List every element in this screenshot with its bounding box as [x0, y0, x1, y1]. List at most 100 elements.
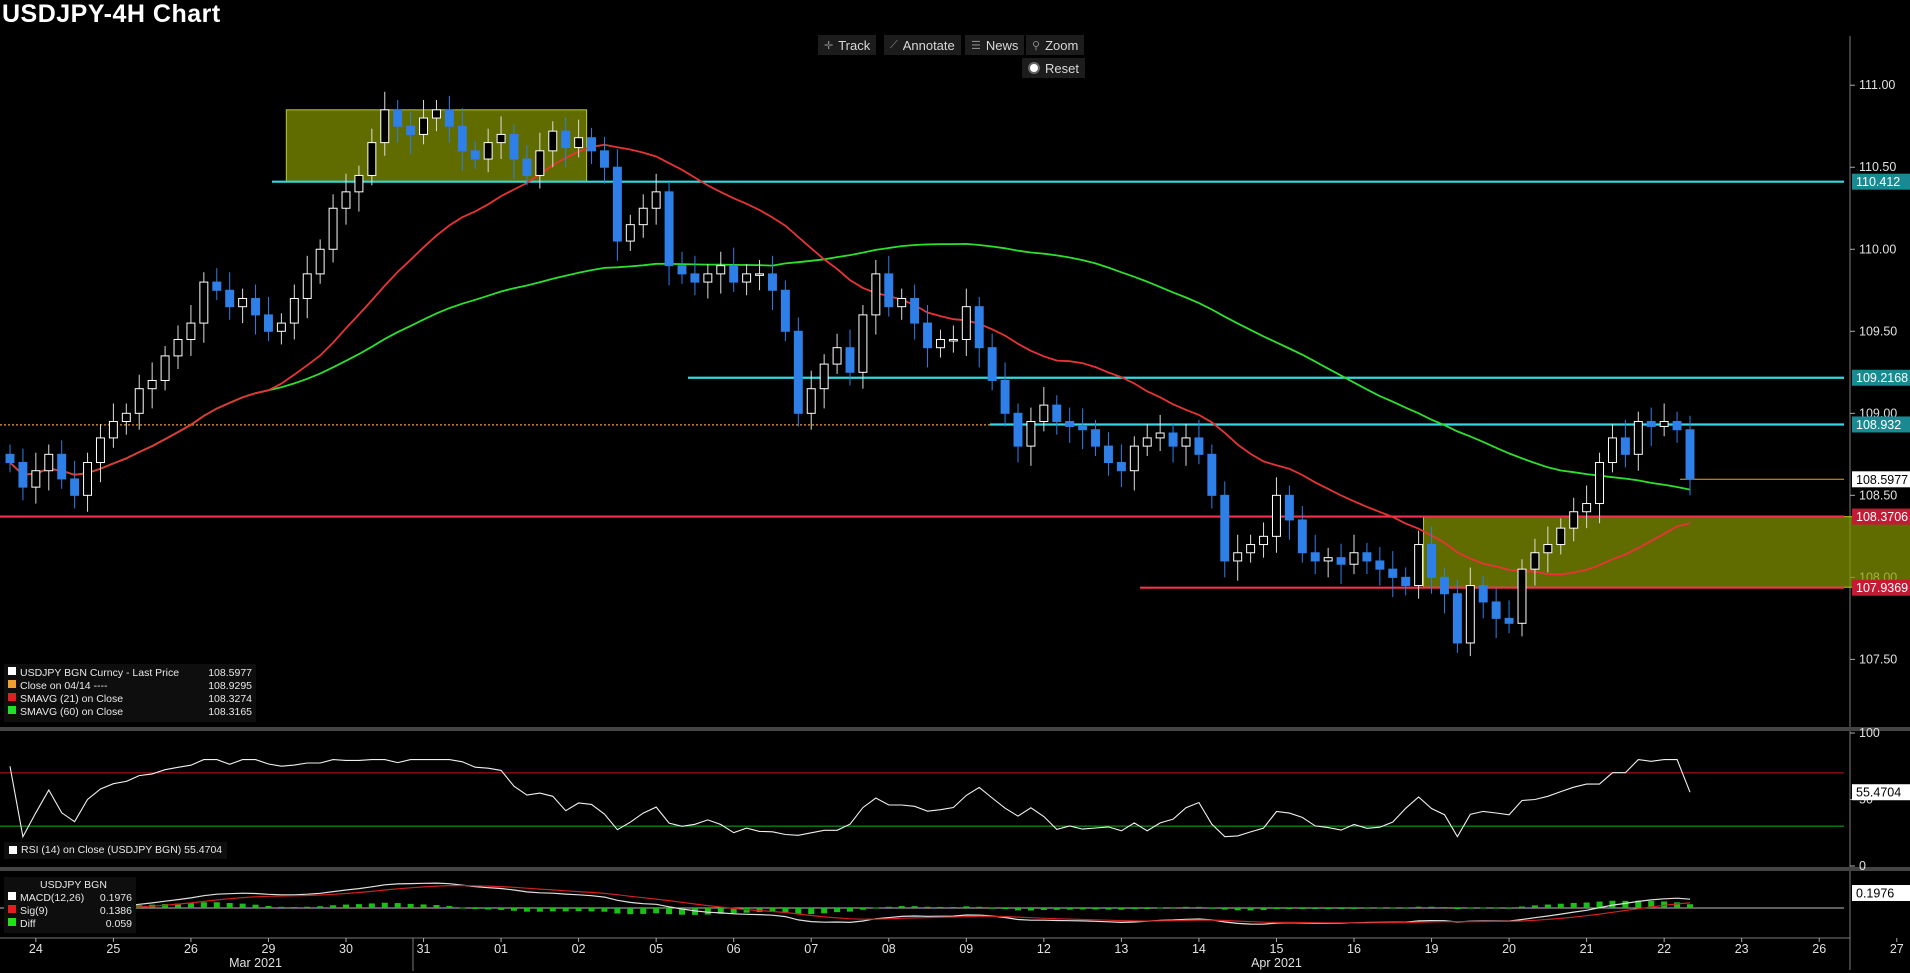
candle	[1595, 452, 1605, 524]
candle-body	[1091, 429, 1101, 447]
candle	[302, 255, 312, 319]
candle	[974, 296, 984, 368]
macd-diff-bar	[1493, 907, 1500, 909]
candle	[328, 194, 338, 263]
sma21-line	[9, 143, 1691, 576]
macd-diff-bar	[1079, 908, 1086, 910]
macd-diff-bar	[627, 908, 634, 915]
macd-diff-bar	[278, 906, 285, 908]
level-label: 107.9369	[1856, 581, 1908, 595]
level-label-box	[1852, 471, 1910, 488]
candle-body	[935, 338, 945, 349]
rsi-value-box	[1852, 784, 1910, 801]
time-tick-label: 21	[1580, 942, 1594, 956]
time-tick-label: 12	[1037, 942, 1051, 956]
candle	[1013, 403, 1023, 463]
candle-body	[1646, 421, 1656, 427]
candle	[1685, 415, 1695, 496]
macd-diff-bar	[1557, 903, 1564, 908]
macd-diff-bar	[562, 908, 569, 912]
price-tick-label: 107.50	[1859, 652, 1897, 666]
macd-legend: USDJPY BGN MACD(12,26) 0.1976 Sig(9) 0.138…	[4, 877, 136, 933]
candle-body	[1323, 557, 1333, 562]
macd-diff-bar	[1415, 906, 1422, 908]
macd-diff-bar	[911, 906, 918, 908]
candle-body	[70, 478, 80, 496]
legend-swatch	[8, 892, 16, 900]
candle	[780, 280, 790, 342]
candle	[251, 284, 261, 335]
candle	[147, 362, 157, 409]
candle	[367, 128, 377, 186]
level-label: 108.5977	[1856, 473, 1908, 487]
legend-row-signal: Sig(9) 0.1386	[8, 905, 132, 918]
macd-diff-bar	[1674, 902, 1681, 908]
candle	[380, 91, 390, 156]
news-button[interactable]: ☰ News	[965, 35, 1025, 55]
macd-diff-bar	[317, 906, 324, 908]
macd-diff-bar	[898, 906, 905, 908]
level-label: 108.932	[1856, 418, 1901, 432]
news-icon: ☰	[971, 39, 981, 52]
candle-body	[147, 380, 157, 390]
candle-body	[806, 388, 816, 414]
candle	[18, 448, 28, 501]
macd-diff-bar	[1363, 907, 1370, 909]
candle	[1168, 423, 1178, 463]
candle-body	[1607, 437, 1617, 464]
macd-diff-bar	[1053, 908, 1060, 910]
candle-body	[1414, 544, 1424, 587]
macd-diff-bar	[859, 908, 866, 910]
macd-diff-bar	[847, 908, 853, 912]
candle-body	[341, 191, 351, 209]
macd-diff-bar	[446, 906, 453, 908]
macd-value-box	[1852, 885, 1910, 901]
time-tick-label: 31	[417, 942, 431, 956]
price-tick-label: 109.50	[1859, 324, 1897, 338]
macd-legend-header: USDJPY BGN	[40, 879, 107, 891]
candle	[1620, 419, 1630, 468]
candle	[767, 255, 777, 310]
candle-body	[419, 117, 429, 135]
candle	[574, 119, 584, 158]
candle	[522, 145, 532, 186]
candle-body	[328, 207, 338, 250]
time-tick-label: 25	[106, 942, 120, 956]
candle	[1233, 534, 1243, 581]
zoom-button[interactable]: ⚲ Zoom	[1026, 35, 1085, 55]
price-legend: USDJPY BGN Curncy - Last Price 108.5977 C…	[4, 664, 256, 722]
macd-diff-bar	[1118, 908, 1125, 910]
candle	[70, 460, 80, 509]
reset-button[interactable]: Reset	[1022, 58, 1085, 78]
candle	[1246, 534, 1256, 563]
candle-body	[793, 330, 803, 414]
candle	[1530, 538, 1540, 586]
candle	[871, 259, 881, 335]
rsi-tick-label: 0	[1859, 859, 1866, 873]
macd-diff-bar	[885, 906, 892, 908]
macd-diff-bar	[1402, 907, 1409, 909]
candle	[315, 239, 325, 284]
candle-body	[302, 273, 312, 299]
candle	[483, 128, 493, 173]
candle	[1310, 534, 1320, 575]
candle-body	[173, 338, 183, 357]
candle-body	[599, 150, 609, 168]
candle-body	[212, 281, 222, 291]
month-label: Apr 2021	[1251, 956, 1302, 970]
legend-row-diff: Diff 0.059	[8, 918, 132, 931]
candle	[1439, 567, 1449, 614]
candle-body	[83, 462, 93, 496]
candle-body	[354, 174, 364, 193]
macd-diff-bar	[795, 908, 802, 914]
macd-diff-bar	[666, 908, 673, 915]
macd-diff-bar	[187, 903, 194, 908]
macd-diff-bar	[420, 904, 427, 908]
track-button[interactable]: ✛ Track	[818, 35, 877, 55]
annotate-button[interactable]: ⟋ Annotate	[884, 35, 961, 55]
candle-body	[1633, 421, 1643, 455]
candle-body	[1078, 425, 1088, 431]
candle	[1039, 387, 1049, 432]
candle-body	[1504, 617, 1514, 624]
